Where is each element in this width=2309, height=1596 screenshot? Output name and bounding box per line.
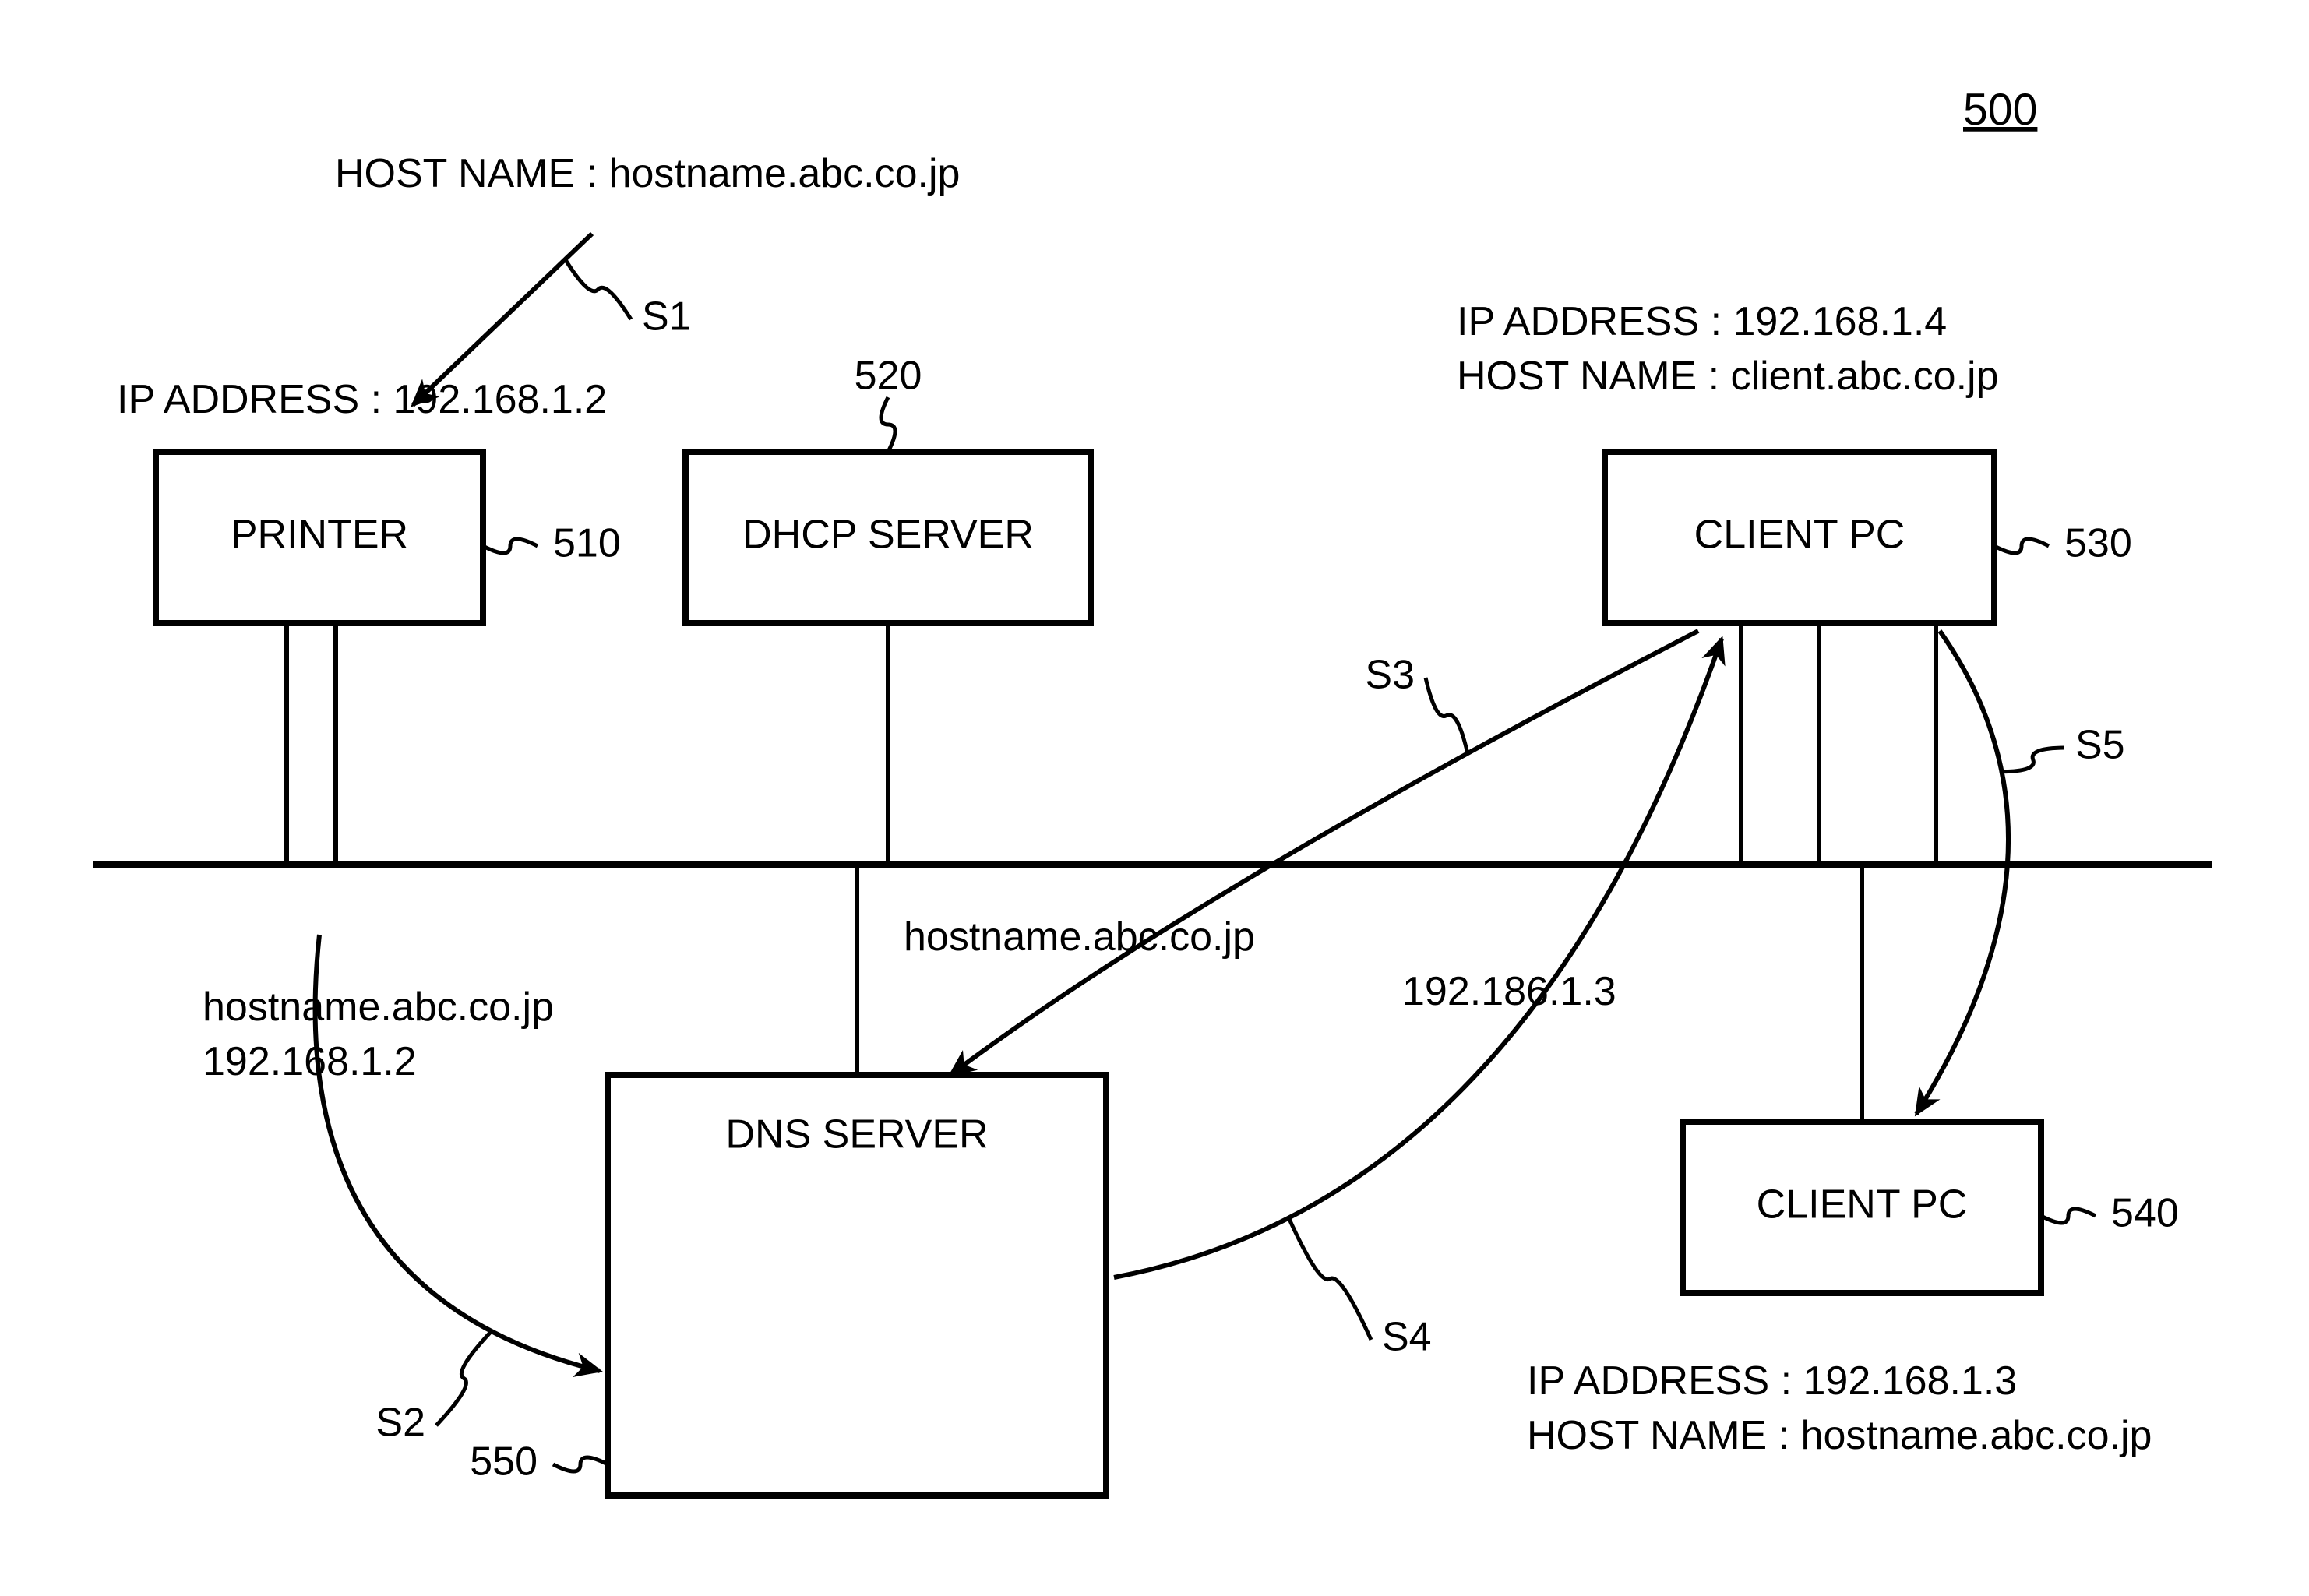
node-client1-ref-lead bbox=[1994, 539, 2049, 553]
node-dhcp-ref-lead bbox=[881, 397, 895, 452]
edge-s5-label: S5 bbox=[2075, 723, 2125, 768]
edge-s2-lead bbox=[436, 1331, 492, 1425]
annotation-printer_ip-line-0: IP ADDRESS : 192.168.1.2 bbox=[117, 377, 607, 422]
edge-s1-label: S1 bbox=[642, 294, 692, 340]
annotation-s4_data-line-0: 192.186.1.3 bbox=[1402, 969, 1616, 1014]
annotation-s3_data-line-0: hostname.abc.co.jp bbox=[904, 914, 1255, 960]
node-dhcp: DHCP SERVER 520 bbox=[686, 354, 1091, 623]
node-client2: CLIENT PC 540 bbox=[1683, 1122, 2179, 1293]
node-client1: CLIENT PC 530 bbox=[1605, 452, 2132, 623]
figure-reference: 500 bbox=[1963, 85, 2037, 135]
annotation-s4_data: 192.186.1.3 bbox=[1402, 969, 1616, 1014]
edge-s5-lead bbox=[2002, 748, 2064, 772]
annotation-s3_data: hostname.abc.co.jp bbox=[904, 914, 1255, 960]
node-printer-ref-lead bbox=[483, 539, 538, 553]
annotation-client2_info-line-1: HOST NAME : hostname.abc.co.jp bbox=[1527, 1413, 2152, 1458]
annotation-printer_host-line-0: HOST NAME : hostname.abc.co.jp bbox=[335, 151, 960, 196]
annotation-s2_data-line-0: hostname.abc.co.jp bbox=[203, 985, 554, 1030]
edge-s4-lead bbox=[1288, 1218, 1371, 1340]
node-printer-ref: 510 bbox=[553, 521, 621, 566]
node-dns: DNS SERVER 550 bbox=[470, 1075, 1106, 1496]
edge-s2-label: S2 bbox=[375, 1400, 425, 1446]
edge-s1-lead bbox=[566, 259, 632, 319]
node-dhcp-ref: 520 bbox=[855, 354, 922, 399]
edge-s3-label: S3 bbox=[1365, 653, 1415, 698]
annotation-client2_info-line-0: IP ADDRESS : 192.168.1.3 bbox=[1527, 1358, 2017, 1404]
edge-s4-label: S4 bbox=[1382, 1315, 1432, 1360]
node-client2-label: CLIENT PC bbox=[1757, 1182, 1968, 1228]
node-dhcp-label: DHCP SERVER bbox=[742, 513, 1034, 558]
annotation-printer_host: HOST NAME : hostname.abc.co.jp bbox=[335, 151, 960, 196]
node-dns-ref-lead bbox=[553, 1457, 608, 1471]
node-client1-label: CLIENT PC bbox=[1694, 513, 1905, 558]
node-client2-ref: 540 bbox=[2111, 1191, 2179, 1236]
annotation-s2_data-line-1: 192.168.1.2 bbox=[203, 1039, 417, 1084]
edge-s5 bbox=[1916, 631, 2008, 1114]
node-dns-label: DNS SERVER bbox=[725, 1112, 988, 1157]
node-client1-ref: 530 bbox=[2064, 521, 2132, 566]
annotation-client1_info: IP ADDRESS : 192.168.1.4 HOST NAME : clie… bbox=[1457, 299, 1999, 399]
annotation-s2_data: hostname.abc.co.jp 192.168.1.2 bbox=[203, 985, 554, 1084]
node-client2-ref-lead bbox=[2041, 1209, 2096, 1223]
node-printer-label: PRINTER bbox=[231, 513, 408, 558]
node-dns-ref: 550 bbox=[470, 1439, 538, 1485]
annotation-client1_info-line-1: HOST NAME : client.abc.co.jp bbox=[1457, 354, 1999, 399]
annotation-printer_ip: IP ADDRESS : 192.168.1.2 bbox=[117, 377, 607, 422]
annotation-client1_info-line-0: IP ADDRESS : 192.168.1.4 bbox=[1457, 299, 1947, 344]
annotation-client2_info: IP ADDRESS : 192.168.1.3 HOST NAME : host… bbox=[1527, 1358, 2152, 1458]
edge-s3-lead bbox=[1426, 678, 1468, 753]
node-printer: PRINTER 510 bbox=[156, 452, 621, 623]
